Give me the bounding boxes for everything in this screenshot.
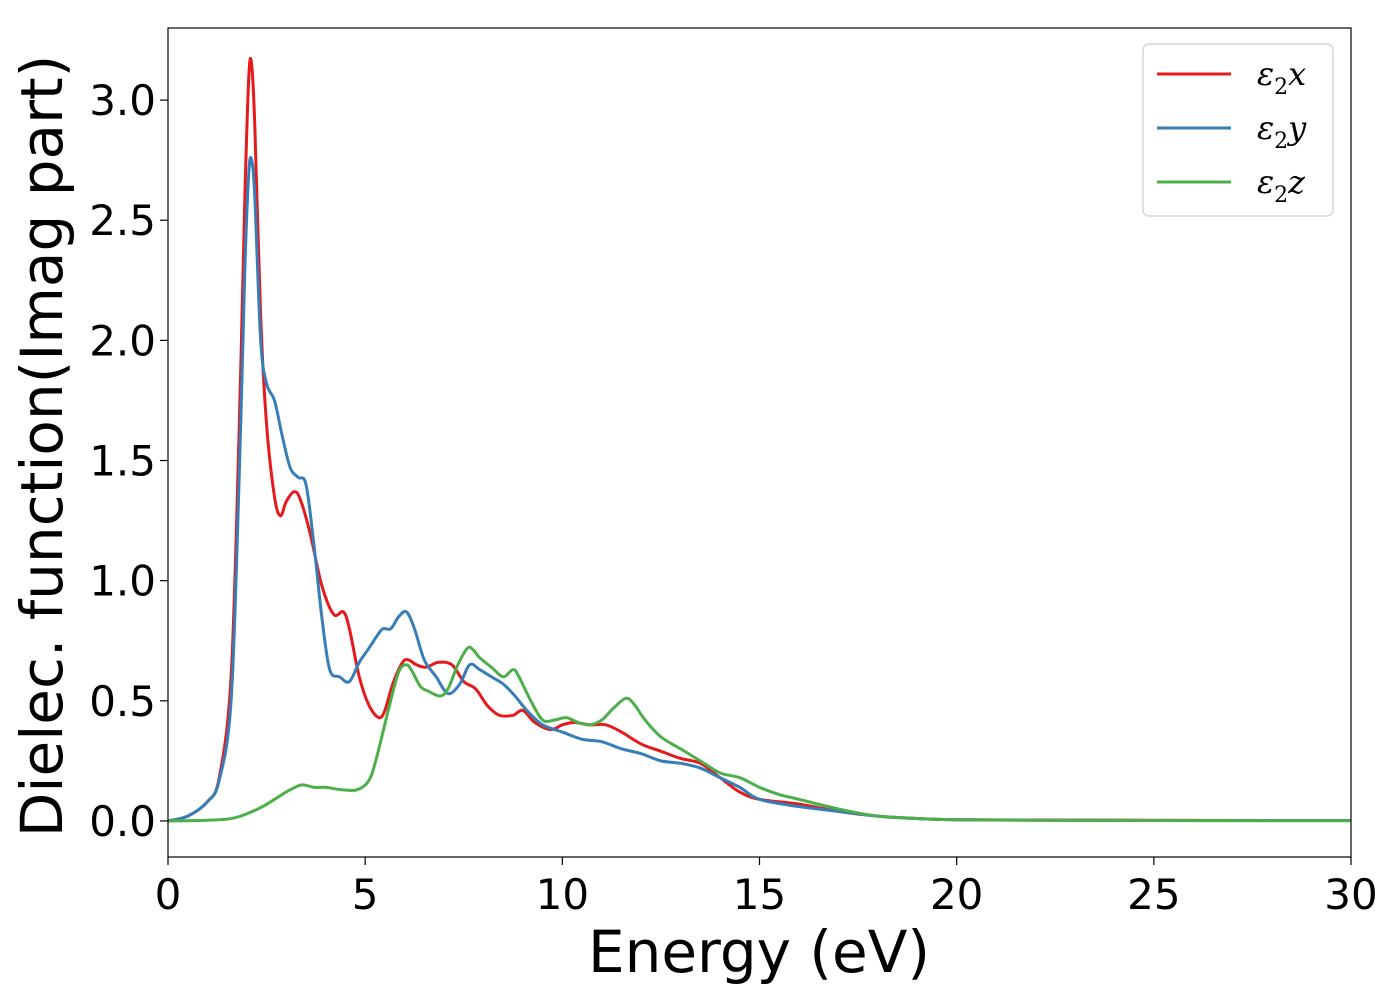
- y-tick-label: 0.0: [89, 797, 156, 846]
- y-tick-label: 0.5: [89, 677, 156, 726]
- x-tick-label: 30: [1324, 870, 1377, 919]
- x-tick-label: 15: [733, 870, 786, 919]
- x-tick-label: 0: [155, 870, 182, 919]
- plot-series: [168, 57, 1351, 823]
- legend: ε2x ε2y ε2z: [1142, 43, 1334, 217]
- legend-label-y: ε2y: [1257, 109, 1307, 154]
- y-axis: 0.0 0.5 1.0 1.5 2.0 2.5 3.0: [89, 76, 168, 846]
- x-tick-label: 10: [536, 870, 589, 919]
- x-tick-label: 25: [1127, 870, 1180, 919]
- series-line-z: [168, 645, 1351, 823]
- legend-box: [1142, 43, 1334, 217]
- y-tick-label: 1.5: [89, 437, 156, 486]
- y-tick-label: 2.5: [89, 196, 156, 245]
- series-line-x: [168, 57, 1351, 823]
- legend-label-z: ε2z: [1257, 163, 1306, 208]
- x-tick-label: 20: [930, 870, 983, 919]
- y-axis-title: Dielec. function(Imag part): [8, 55, 76, 838]
- legend-label-x: ε2x: [1257, 55, 1306, 100]
- series-line-y: [168, 155, 1351, 823]
- y-tick-label: 3.0: [89, 76, 156, 125]
- x-axis: 0 5 10 15 20 25 30: [155, 857, 1378, 919]
- x-axis-title: Energy (eV): [588, 918, 930, 986]
- y-tick-label: 1.0: [89, 557, 156, 606]
- x-tick-label: 5: [352, 870, 379, 919]
- y-tick-label: 2.0: [89, 316, 156, 365]
